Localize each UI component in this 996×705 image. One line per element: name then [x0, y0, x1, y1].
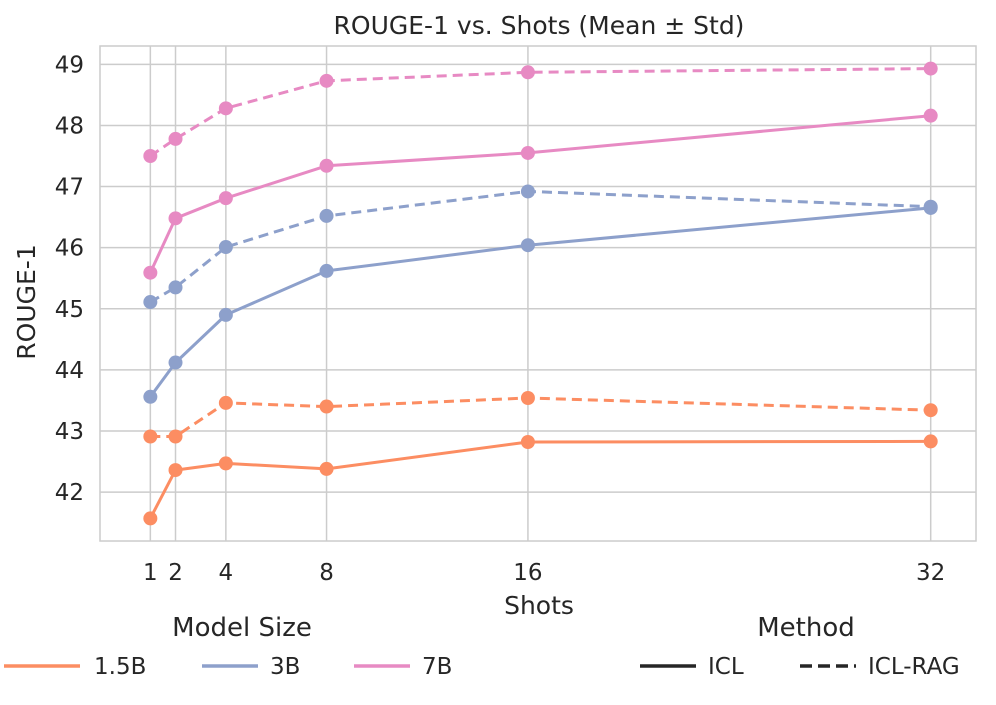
point-7b-icl: [218, 191, 233, 206]
point-7b-icl-rag: [143, 149, 158, 163]
point-1-5b-icl-rag: [520, 391, 535, 405]
x-tick-label: 8: [319, 560, 334, 586]
point-7b-icl: [923, 108, 938, 123]
point-1-5b-icl: [218, 456, 233, 471]
y-tick-label: 42: [55, 480, 84, 506]
point-1-5b-icl-rag: [218, 395, 233, 410]
point-1-5b-icl: [168, 463, 183, 478]
point-1-5b-icl: [520, 435, 535, 449]
point-3b-icl: [218, 307, 233, 322]
point-7b-icl: [168, 211, 183, 226]
point-3b-icl-rag: [923, 199, 938, 214]
series-line-7b-icl: [148, 114, 931, 274]
point-3b-icl-rag: [319, 208, 334, 223]
x-tick-label: 1: [143, 560, 158, 586]
point-1-5b-icl-rag: [923, 403, 938, 418]
point-3b-icl: [319, 263, 334, 278]
y-tick-label: 48: [55, 113, 84, 139]
point-3b-icl-rag: [168, 280, 183, 295]
series-layer: [143, 61, 938, 526]
legend-label-icl-rag: ICL-RAG: [868, 654, 960, 680]
x-axis-label: Shots: [504, 591, 574, 620]
point-7b-icl-rag: [168, 131, 183, 146]
point-3b-icl: [168, 355, 183, 370]
y-tick-label: 46: [55, 236, 84, 262]
point-1-5b-icl-rag: [143, 429, 158, 444]
series-line-1-5b-icl: [148, 439, 931, 520]
legend-label-7b: 7B: [422, 654, 452, 680]
y-tick-label: 45: [55, 297, 84, 323]
point-7b-icl: [520, 145, 535, 160]
x-tick-label: 16: [513, 560, 542, 586]
grid: [100, 46, 976, 541]
point-7b-icl-rag: [923, 61, 938, 76]
point-3b-icl-rag: [520, 184, 535, 199]
point-7b-icl: [143, 265, 158, 280]
y-tick-label: 47: [55, 175, 84, 201]
point-1-5b-icl-rag: [319, 399, 334, 414]
legend: Model Size Method 1.5B 3B 7B ICL ICL-RAG: [4, 613, 960, 680]
point-7b-icl-rag: [319, 73, 334, 88]
series-line-3b-icl: [149, 206, 931, 398]
legend-label-1-5b: 1.5B: [94, 654, 146, 680]
point-7b-icl: [319, 158, 334, 173]
point-3b-icl: [143, 389, 158, 404]
point-7b-icl-rag: [218, 101, 233, 116]
chart-title: ROUGE-1 vs. Shots (Mean ± Std): [334, 11, 745, 40]
legend-model-title: Model Size: [172, 613, 312, 643]
point-3b-icl-rag: [143, 295, 158, 310]
point-3b-icl: [520, 238, 535, 253]
x-tick-label: 32: [916, 560, 945, 586]
y-tick-label: 49: [55, 52, 84, 78]
legend-method-title: Method: [757, 613, 855, 643]
point-1-5b-icl: [319, 461, 334, 476]
point-7b-icl-rag: [520, 65, 535, 80]
series-line-7b-icl-rag: [149, 67, 931, 158]
y-axis-label: ROUGE-1: [12, 244, 41, 359]
y-tick-label: 44: [55, 358, 84, 384]
x-tick-label: 4: [219, 560, 234, 586]
legend-label-3b: 3B: [270, 654, 300, 680]
y-tick-label: 43: [55, 419, 84, 445]
series-line-3b-icl-rag: [149, 189, 931, 304]
point-1-5b-icl: [143, 511, 158, 526]
point-1-5b-icl: [923, 434, 938, 449]
point-3b-icl-rag: [218, 240, 233, 255]
plot-frame: [99, 45, 977, 542]
point-1-5b-icl-rag: [168, 429, 183, 444]
legend-label-icl: ICL: [708, 654, 744, 680]
x-tick-label: 2: [168, 560, 183, 586]
